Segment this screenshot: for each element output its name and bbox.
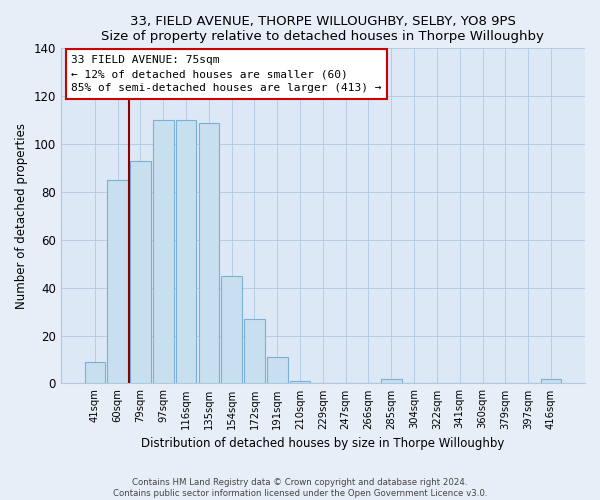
Bar [290, 381, 310, 384]
Bar [107, 180, 128, 384]
Bar [244, 319, 265, 384]
Bar [541, 378, 561, 384]
Bar [199, 122, 219, 384]
Bar [85, 362, 105, 384]
Bar [381, 378, 401, 384]
Text: Contains HM Land Registry data © Crown copyright and database right 2024.
Contai: Contains HM Land Registry data © Crown c… [113, 478, 487, 498]
Bar [153, 120, 173, 384]
Y-axis label: Number of detached properties: Number of detached properties [15, 123, 28, 309]
Bar [221, 276, 242, 384]
Bar [130, 161, 151, 384]
Text: 33 FIELD AVENUE: 75sqm
← 12% of detached houses are smaller (60)
85% of semi-det: 33 FIELD AVENUE: 75sqm ← 12% of detached… [71, 55, 382, 93]
Title: 33, FIELD AVENUE, THORPE WILLOUGHBY, SELBY, YO8 9PS
Size of property relative to: 33, FIELD AVENUE, THORPE WILLOUGHBY, SEL… [101, 15, 544, 43]
X-axis label: Distribution of detached houses by size in Thorpe Willoughby: Distribution of detached houses by size … [141, 437, 505, 450]
Bar [176, 120, 196, 384]
Bar [267, 357, 287, 384]
